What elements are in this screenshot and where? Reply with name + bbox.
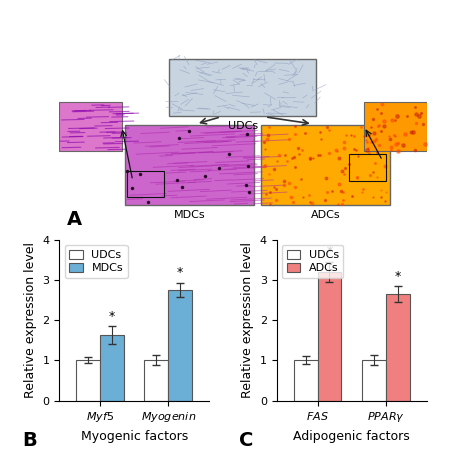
Text: *: * (394, 270, 401, 283)
Text: *: * (109, 310, 115, 323)
Bar (386, 294, 410, 400)
Bar (100, 335, 124, 400)
Text: *: * (327, 245, 333, 258)
Bar (125, 125, 254, 204)
Bar (349, 154, 386, 180)
Bar (76, 360, 100, 400)
Bar (294, 360, 318, 400)
Legend: UDCs, ADCs: UDCs, ADCs (282, 245, 344, 278)
Bar (362, 360, 386, 400)
Bar (145, 360, 168, 400)
Text: UDCs: UDCs (228, 122, 258, 131)
Text: MDCs: MDCs (174, 210, 205, 220)
Text: *: * (177, 266, 183, 279)
Text: ADCs: ADCs (311, 210, 340, 220)
Bar (59, 102, 122, 151)
Y-axis label: Relative expression level: Relative expression level (24, 242, 37, 398)
Bar (170, 59, 317, 116)
Bar (318, 272, 341, 400)
X-axis label: Adipogenic factors: Adipogenic factors (293, 430, 410, 443)
Bar (261, 125, 390, 204)
Bar (168, 290, 192, 400)
Bar (127, 171, 164, 198)
X-axis label: Myogenic factors: Myogenic factors (81, 430, 188, 443)
Y-axis label: Relative expression level: Relative expression level (241, 242, 254, 398)
Text: A: A (66, 210, 82, 229)
Legend: UDCs, MDCs: UDCs, MDCs (65, 245, 128, 278)
Bar (364, 102, 427, 151)
Text: B: B (22, 431, 36, 450)
Text: C: C (239, 431, 254, 450)
